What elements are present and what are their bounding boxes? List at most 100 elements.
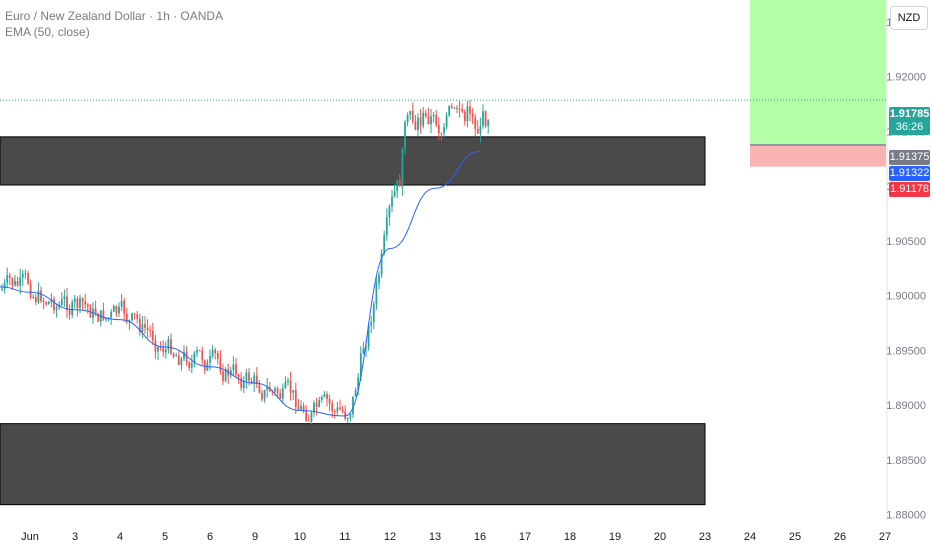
candle [320,395,323,403]
candle [71,299,74,319]
position-stop-area [750,145,886,167]
candle [16,276,19,288]
x-tick-label: 19 [609,531,621,543]
candle [401,147,404,196]
x-tick-label: 27 [879,531,891,543]
candle [344,405,347,421]
candle [115,305,118,317]
candle [305,405,308,422]
candle [1,283,3,292]
candle [253,372,256,392]
candle [440,132,443,141]
candle [466,100,469,128]
candle [29,279,32,300]
candle [450,103,453,109]
indicator-label[interactable]: EMA (50, close) [5,25,90,39]
candle [294,382,297,415]
position-tool[interactable] [750,0,886,167]
x-tick-label: 20 [654,531,666,543]
candle [398,174,401,187]
candle [297,399,300,410]
candle [19,268,22,295]
candle [393,183,396,198]
candle [123,297,126,322]
candle [118,302,120,318]
y-tick-label: 1.89000 [886,400,926,412]
candle [409,110,412,120]
candle [229,366,232,379]
candle [336,401,339,416]
candle [146,319,149,338]
candle [8,272,11,286]
candle [99,310,102,327]
candle [32,294,35,299]
candle [362,341,365,355]
candle [45,300,48,307]
candle [188,360,191,372]
candle [42,297,45,309]
candle [391,190,393,213]
candle [302,402,305,414]
candle [219,350,222,375]
y-tick-label: 1.88500 [886,455,926,467]
candle [411,102,414,125]
candle [68,304,71,320]
candle [89,304,92,318]
y-tick-label: 1.92000 [886,72,926,84]
candle [203,359,206,375]
candle [193,351,196,368]
candle [144,315,146,334]
candle [313,400,315,417]
candle [417,113,419,137]
candle [372,301,375,330]
candle [445,112,448,130]
entry-price-tag: 1.91375 [889,150,930,165]
candle [151,322,154,346]
candle [333,408,336,419]
candle [14,274,16,287]
chart-legend: Euro / New Zealand Dollar · 1h · OANDA E… [5,8,223,40]
candle [157,346,159,361]
x-tick-label: 3 [72,531,78,543]
x-tick-label: 10 [294,531,306,543]
currency-button[interactable]: NZD [890,6,928,30]
candle [469,100,471,122]
candle [222,364,224,385]
last-price-tag: 1.91785 36:26 [889,107,930,135]
candle [370,315,373,334]
x-tick-label: 4 [117,531,123,543]
time-axis[interactable]: Jun 3 4 5 6 9 10 11 12 13 16 17 18 19 20 23 24 25 26 27 [21,531,891,543]
candle [190,354,193,374]
candle [6,267,9,289]
candle [396,179,399,199]
x-tick-label: 12 [384,531,396,543]
x-tick-label: 17 [519,531,531,543]
candle [326,391,328,407]
candle [76,296,79,317]
horizontal-zones[interactable] [0,136,706,506]
x-tick-label: 6 [207,531,213,543]
x-tick-label: 16 [474,531,486,543]
x-tick-label: 9 [252,531,258,543]
candle [458,100,461,118]
symbol-title[interactable]: Euro / New Zealand Dollar · 1h · OANDA [5,9,224,23]
candle [232,356,235,376]
candle [339,399,341,411]
candle [11,277,14,290]
x-tick-label: 5 [162,531,168,543]
candle [227,363,230,385]
candle [263,389,266,403]
candle [235,358,237,378]
candle [456,104,458,114]
stop-price-tag: 1.91178 [889,182,930,197]
candle [245,369,248,389]
candle [136,310,139,324]
candle [404,120,406,155]
candle [102,302,105,321]
candle [310,411,313,425]
last-price-value: 1.91785 [889,108,930,120]
y-tick-label: 1.90500 [886,236,926,248]
price-axis[interactable]: 1.925001.920001.915001.910001.905001.900… [886,17,926,522]
candle [154,334,157,359]
